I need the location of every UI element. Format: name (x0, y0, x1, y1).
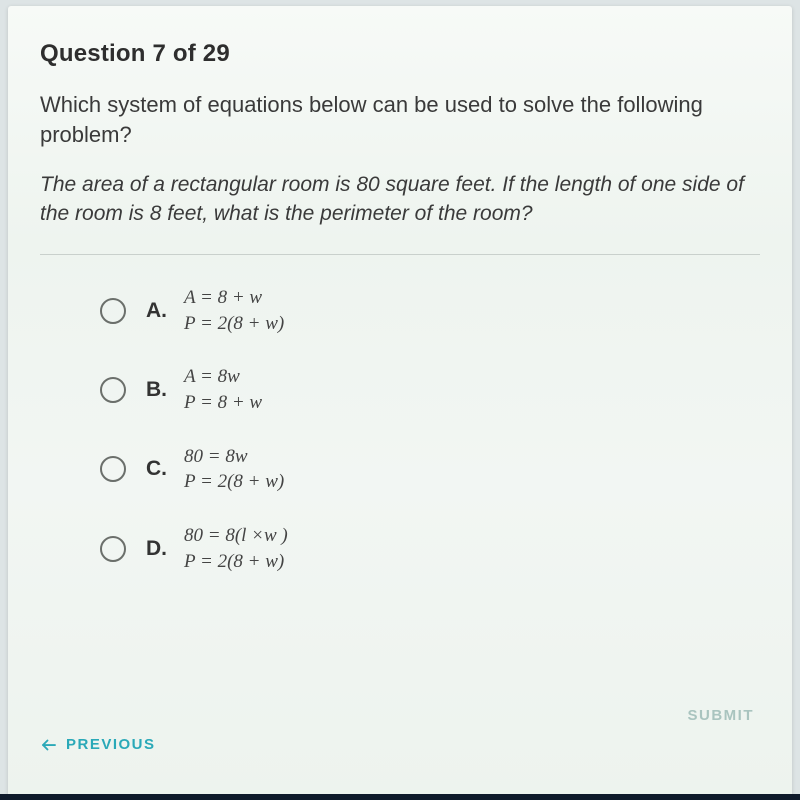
choice-equations: 80 = 8(l ×w ) P = 2(8 + w) (184, 523, 288, 574)
equation-line: A = 8w (184, 364, 262, 390)
choice-letter: A. (146, 299, 170, 323)
radio-icon[interactable] (100, 536, 126, 562)
divider (40, 254, 760, 255)
radio-icon[interactable] (100, 298, 126, 324)
previous-label: PREVIOUS (66, 736, 156, 753)
radio-icon[interactable] (100, 456, 126, 482)
choice-list: A. A = 8 + w P = 2(8 + w) B. A = 8w P = … (40, 285, 760, 574)
question-scenario: The area of a rectangular room is 80 squ… (40, 171, 760, 228)
choice-letter: B. (146, 378, 170, 402)
question-prompt: Which system of equations below can be u… (40, 90, 760, 149)
question-card: Question 7 of 29 Which system of equatio… (8, 6, 792, 800)
choice-a[interactable]: A. A = 8 + w P = 2(8 + w) (100, 285, 760, 336)
radio-icon[interactable] (100, 377, 126, 403)
equation-line: P = 2(8 + w) (184, 311, 284, 337)
choice-c[interactable]: C. 80 = 8w P = 2(8 + w) (100, 444, 760, 495)
equation-line: P = 2(8 + w) (184, 469, 284, 495)
equation-line: P = 8 + w (184, 390, 262, 416)
choice-letter: D. (146, 537, 170, 561)
choice-d[interactable]: D. 80 = 8(l ×w ) P = 2(8 + w) (100, 523, 760, 574)
equation-line: A = 8 + w (184, 285, 284, 311)
previous-button[interactable]: PREVIOUS (40, 736, 156, 754)
submit-button[interactable]: SUBMIT (688, 707, 755, 724)
equation-line: P = 2(8 + w) (184, 549, 288, 575)
choice-b[interactable]: B. A = 8w P = 8 + w (100, 364, 760, 415)
choice-letter: C. (146, 457, 170, 481)
submit-label: SUBMIT (688, 707, 755, 724)
choice-equations: 80 = 8w P = 2(8 + w) (184, 444, 284, 495)
footer: PREVIOUS SUBMIT (40, 707, 760, 782)
choice-equations: A = 8w P = 8 + w (184, 364, 262, 415)
equation-line: 80 = 8w (184, 444, 284, 470)
arrow-left-icon (40, 736, 58, 754)
taskbar-edge (0, 794, 800, 800)
equation-line: 80 = 8(l ×w ) (184, 523, 288, 549)
choice-equations: A = 8 + w P = 2(8 + w) (184, 285, 284, 336)
question-heading: Question 7 of 29 (40, 40, 760, 68)
